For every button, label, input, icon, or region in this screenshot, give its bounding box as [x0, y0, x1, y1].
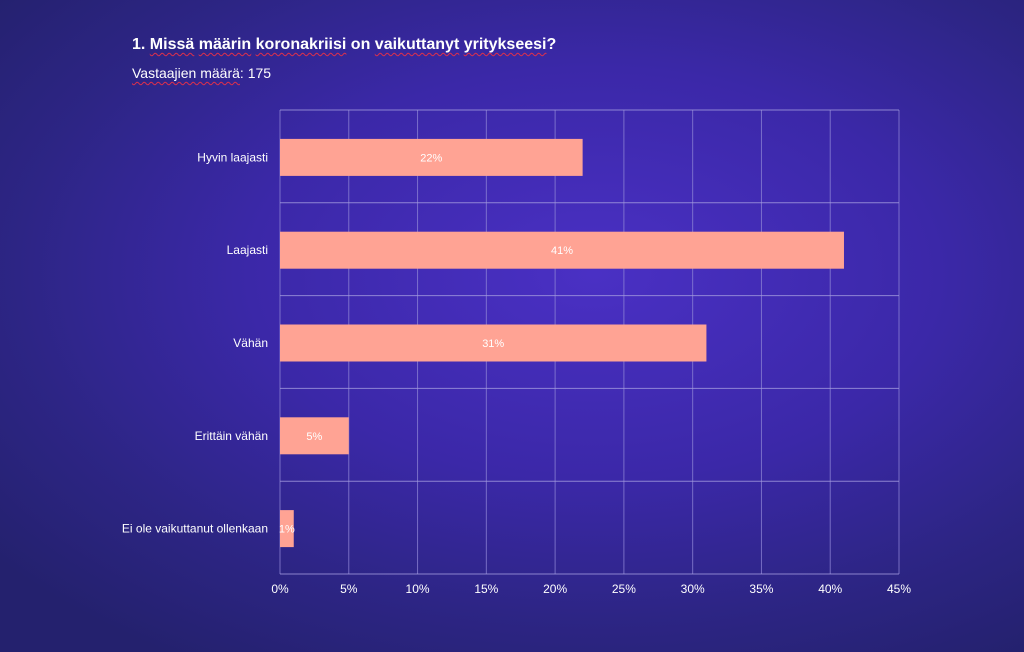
- x-tick-label: 30%: [681, 582, 705, 596]
- category-label: Erittäin vähän: [195, 429, 268, 443]
- bar: [280, 510, 294, 548]
- x-tick-label: 35%: [749, 582, 773, 596]
- x-tick-label: 40%: [818, 582, 842, 596]
- data-label: 22%: [420, 152, 442, 164]
- title-suffix: ?: [546, 36, 557, 53]
- chart-title: 1. Missä määrin koronakriisi on vaikutta…: [132, 36, 556, 54]
- x-tick-label: 0%: [271, 582, 289, 596]
- title-word: Missä: [149, 36, 195, 53]
- title-word: on: [350, 36, 371, 53]
- data-label: 31%: [482, 338, 504, 350]
- chart-subtitle: Vastaajien määrä: 175: [132, 65, 271, 81]
- title-prefix: 1.: [132, 36, 150, 53]
- data-label: 1%: [279, 524, 295, 536]
- x-tick-label: 10%: [406, 582, 430, 596]
- category-label: Laajasti: [227, 243, 268, 257]
- x-tick-label: 45%: [887, 582, 911, 596]
- bar: [280, 231, 844, 269]
- bar: [280, 417, 349, 455]
- title-word: yritykseesi: [463, 36, 547, 53]
- category-label: Vähän: [233, 336, 268, 350]
- title-word: määrin: [198, 36, 252, 53]
- x-tick-label: 15%: [474, 582, 498, 596]
- category-label: Ei ole vaikuttanut ollenkaan: [122, 522, 268, 536]
- subtitle-value: : 175: [239, 65, 272, 81]
- x-tick-label: 25%: [612, 582, 636, 596]
- bar: [280, 138, 583, 176]
- title-word: vaikuttanyt: [374, 36, 460, 53]
- data-label: 41%: [551, 245, 573, 257]
- x-tick-label: 20%: [543, 582, 567, 596]
- x-tick-label: 5%: [340, 582, 358, 596]
- bar: [280, 324, 707, 362]
- title-word: koronakriisi: [255, 36, 347, 53]
- data-label: 5%: [306, 431, 322, 443]
- category-label: Hyvin laajasti: [197, 150, 268, 164]
- subtitle-label: Vastaajien määrä: [132, 65, 240, 81]
